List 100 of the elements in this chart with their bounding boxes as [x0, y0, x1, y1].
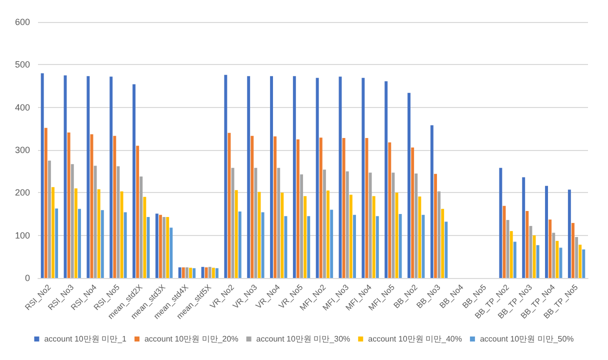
bar — [300, 174, 304, 278]
bar — [349, 194, 352, 278]
bar — [216, 268, 218, 278]
bar — [238, 211, 242, 278]
y-tick-label: 600 — [14, 17, 30, 27]
bar — [212, 268, 215, 278]
bar — [48, 160, 51, 278]
bar — [116, 166, 120, 278]
bar — [110, 76, 113, 278]
bar — [254, 168, 258, 278]
bar — [316, 78, 319, 278]
bar — [78, 208, 81, 278]
bar — [353, 214, 356, 278]
bar — [247, 76, 250, 278]
bar — [140, 176, 143, 278]
bar — [398, 214, 402, 278]
y-tick-label: 300 — [14, 145, 30, 155]
bar — [274, 136, 277, 278]
bar — [124, 212, 127, 278]
bar — [372, 196, 376, 278]
bar — [376, 216, 379, 278]
legend-label: account 10만원 미만_30% — [256, 334, 350, 344]
bar — [292, 76, 296, 278]
bar — [513, 242, 516, 278]
bar — [234, 190, 238, 278]
bar — [132, 84, 136, 278]
bar — [575, 237, 578, 278]
bar — [208, 266, 212, 278]
bar — [572, 222, 574, 278]
bar — [52, 187, 54, 278]
bar — [362, 78, 365, 278]
bar — [40, 73, 44, 278]
bar — [182, 267, 185, 278]
bar — [499, 168, 502, 278]
bar — [510, 231, 513, 278]
bar — [441, 208, 444, 278]
y-tick-label: 500 — [14, 60, 30, 70]
bar — [444, 222, 448, 278]
bar — [548, 220, 552, 278]
bar — [86, 76, 90, 278]
bar — [97, 189, 100, 278]
y-tick-label: 100 — [14, 230, 30, 240]
bar — [578, 244, 582, 278]
bar — [418, 196, 422, 278]
bar — [178, 267, 182, 278]
bar — [224, 74, 228, 278]
bar — [166, 216, 170, 278]
bar — [408, 92, 410, 278]
legend-label: account 10만원 미만_1 — [44, 334, 128, 344]
legend-label: account 10만원 미만_20% — [144, 334, 238, 344]
bar — [159, 214, 162, 278]
bar — [261, 212, 264, 278]
y-tick-label: 200 — [14, 188, 30, 198]
bar — [67, 132, 70, 278]
bar — [430, 125, 434, 278]
bar — [326, 190, 330, 278]
bar — [94, 166, 97, 278]
bar — [55, 208, 58, 278]
bar — [270, 76, 273, 278]
bar — [368, 172, 372, 278]
bar — [170, 228, 173, 278]
bar — [204, 267, 208, 278]
bar — [556, 240, 559, 278]
y-tick-label: 400 — [14, 102, 30, 112]
bar — [44, 128, 48, 278]
bar — [189, 268, 192, 278]
bar — [522, 177, 526, 278]
bar — [192, 268, 196, 278]
bar — [330, 210, 334, 278]
bar — [506, 220, 510, 278]
bar — [545, 186, 548, 278]
bar — [434, 174, 437, 278]
bar — [414, 173, 418, 278]
legend-label: account 10만원 미만_40% — [368, 334, 462, 344]
y-tick-label: 0 — [24, 273, 30, 283]
bar — [280, 192, 284, 278]
bar — [304, 196, 307, 278]
bar — [388, 142, 392, 278]
bar — [526, 211, 529, 278]
bar — [529, 226, 532, 278]
bar — [568, 190, 571, 278]
bar — [136, 146, 140, 278]
bar — [113, 136, 116, 278]
bar — [411, 147, 414, 278]
bar — [296, 139, 300, 278]
bar — [74, 188, 78, 278]
bar — [319, 138, 322, 278]
bar — [231, 168, 234, 278]
bar — [70, 164, 74, 278]
bar — [536, 245, 540, 278]
bar — [185, 267, 188, 278]
legend-label: account 10만원 미만_50% — [480, 334, 574, 344]
bar — [277, 168, 280, 278]
bar — [143, 196, 146, 278]
bar — [162, 216, 166, 278]
bar — [250, 136, 254, 278]
bar — [322, 170, 326, 278]
bar — [552, 232, 556, 278]
bar — [346, 171, 349, 278]
bar — [100, 210, 104, 278]
